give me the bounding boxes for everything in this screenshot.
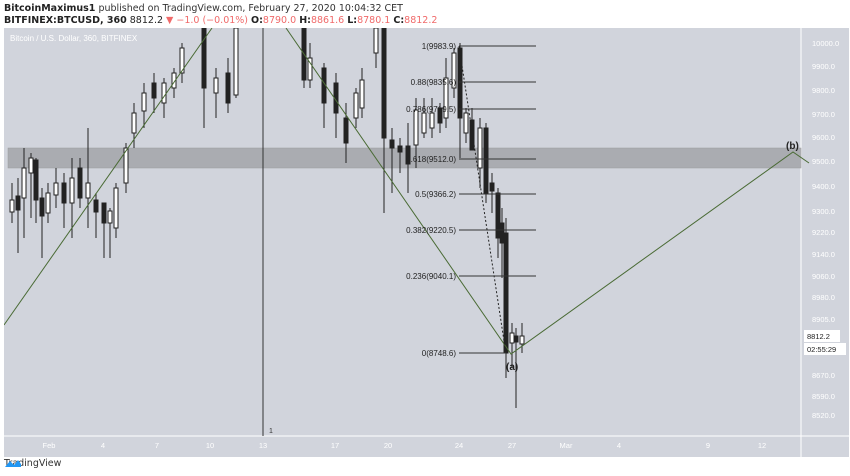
author-name[interactable]: BitcoinMaximus1 bbox=[4, 3, 96, 14]
svg-text:8520.0: 8520.0 bbox=[812, 411, 835, 420]
svg-text:0(8748.6): 0(8748.6) bbox=[422, 349, 457, 358]
brand-text: TradingView bbox=[4, 458, 62, 469]
high-label: H: bbox=[299, 15, 311, 26]
svg-text:9140.0: 9140.0 bbox=[812, 250, 835, 259]
svg-text:9800.0: 9800.0 bbox=[812, 86, 835, 95]
change-value: ▼ −1.0 (−0.01%) bbox=[166, 15, 249, 26]
open-value: 8790.0 bbox=[262, 15, 297, 26]
wave-a-label: (a) bbox=[506, 362, 518, 373]
svg-text:4: 4 bbox=[101, 441, 105, 450]
svg-text:27: 27 bbox=[508, 441, 516, 450]
countdown-tag bbox=[804, 343, 846, 355]
svg-text:0.786(9719.5): 0.786(9719.5) bbox=[406, 105, 456, 114]
symbol-label: BITFINEX:BTCUSD, 360 bbox=[4, 15, 127, 26]
svg-text:9: 9 bbox=[706, 441, 710, 450]
svg-text:0.5(9366.2): 0.5(9366.2) bbox=[415, 190, 456, 199]
svg-text:1(9983.9): 1(9983.9) bbox=[422, 42, 457, 51]
fib-levels bbox=[459, 45, 536, 354]
svg-text:8812.2: 8812.2 bbox=[807, 332, 830, 341]
svg-text:Mar: Mar bbox=[560, 441, 573, 450]
candles bbox=[9, 28, 525, 408]
svg-text:9700.0: 9700.0 bbox=[812, 110, 835, 119]
close-label: C: bbox=[393, 15, 405, 26]
svg-text:10: 10 bbox=[206, 441, 214, 450]
svg-text:12: 12 bbox=[758, 441, 766, 450]
fib-labels: 1(9983.9) 0.88(9835.6) 0.786(9719.5) 0.6… bbox=[406, 42, 456, 358]
last-price: 8812.2 bbox=[129, 15, 164, 26]
svg-text:9220.0: 9220.0 bbox=[812, 228, 835, 237]
svg-text:20: 20 bbox=[384, 441, 392, 450]
svg-text:9600.0: 9600.0 bbox=[812, 133, 835, 142]
chart-area[interactable]: 1 bbox=[4, 28, 849, 457]
svg-text:8980.0: 8980.0 bbox=[812, 293, 835, 302]
svg-text:10000.0: 10000.0 bbox=[812, 39, 839, 48]
svg-text:8590.0: 8590.0 bbox=[812, 392, 835, 401]
svg-text:9400.0: 9400.0 bbox=[812, 182, 835, 191]
svg-text:4: 4 bbox=[617, 441, 621, 450]
publish-text: published on TradingView.com, February 2… bbox=[98, 3, 403, 14]
svg-text:9500.0: 9500.0 bbox=[812, 157, 835, 166]
svg-text:0.618(9512.0): 0.618(9512.0) bbox=[406, 155, 456, 164]
x-axis: Feb 4 7 10 13 17 20 24 27 Mar 4 9 12 bbox=[43, 441, 767, 450]
svg-text:9300.0: 9300.0 bbox=[812, 207, 835, 216]
low-label: L: bbox=[347, 15, 358, 26]
chart-title: Bitcoin / U.S. Dollar, 360, BITFINEX bbox=[10, 34, 138, 43]
chart-canvas[interactable]: 1 bbox=[4, 28, 849, 457]
marker-1: 1 bbox=[269, 428, 273, 435]
y-axis: 10000.0 9900.0 9800.0 9700.0 9600.0 9500.0 9… bbox=[812, 39, 839, 420]
close-value: 8812.2 bbox=[404, 15, 438, 26]
svg-text:0.88(9835.6): 0.88(9835.6) bbox=[411, 78, 457, 87]
low-value: 8780.1 bbox=[357, 15, 391, 26]
svg-text:02:55:29: 02:55:29 bbox=[807, 345, 836, 354]
price-tag bbox=[804, 330, 840, 342]
svg-text:8670.0: 8670.0 bbox=[812, 371, 835, 380]
tradingview-icon bbox=[5, 460, 21, 467]
tradingview-logo[interactable]: TradingView bbox=[4, 458, 61, 469]
svg-text:0.236(9040.1): 0.236(9040.1) bbox=[406, 272, 456, 281]
svg-text:24: 24 bbox=[455, 441, 463, 450]
svg-text:8905.0: 8905.0 bbox=[812, 315, 835, 324]
ohlc-bar: BITFINEX:BTCUSD, 360 8812.2 ▼ −1.0 (−0.0… bbox=[4, 15, 437, 26]
svg-text:7: 7 bbox=[155, 441, 159, 450]
svg-text:17: 17 bbox=[331, 441, 339, 450]
wave-b-label: (b) bbox=[786, 141, 799, 152]
open-label: O: bbox=[251, 15, 263, 26]
publish-info: BitcoinMaximus1 published on TradingView… bbox=[4, 3, 403, 14]
svg-text:9900.0: 9900.0 bbox=[812, 62, 835, 71]
high-value: 8861.6 bbox=[310, 15, 345, 26]
svg-text:0.382(9220.5): 0.382(9220.5) bbox=[406, 226, 456, 235]
svg-text:Feb: Feb bbox=[43, 441, 56, 450]
svg-text:9060.0: 9060.0 bbox=[812, 272, 835, 281]
svg-text:13: 13 bbox=[259, 441, 267, 450]
